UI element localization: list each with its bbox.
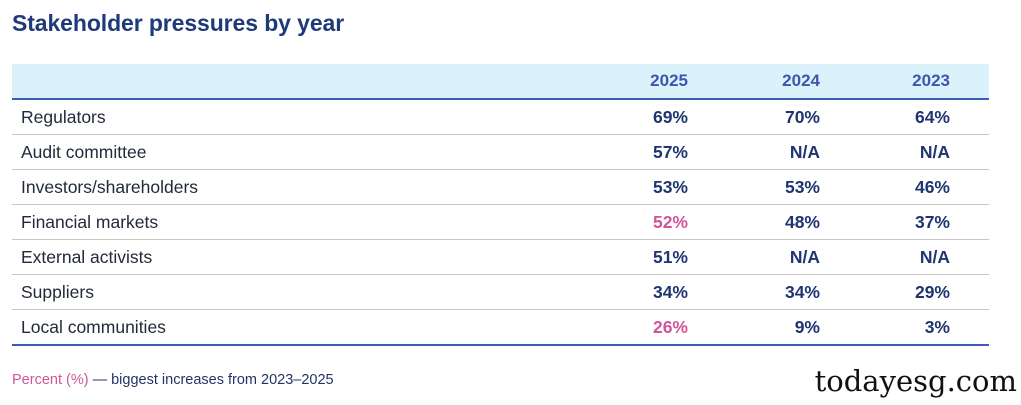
- table-row: Suppliers 34% 34% 29%: [12, 275, 989, 310]
- column-header-2024: 2024: [782, 71, 820, 90]
- legend-note: Percent (%) — biggest increases from 202…: [12, 372, 334, 388]
- row-label: Audit committee: [21, 142, 147, 162]
- cell-2023: 64%: [914, 107, 950, 127]
- row-label: Financial markets: [21, 212, 159, 232]
- cell-2024: 48%: [784, 212, 820, 232]
- legend-highlight-label: Percent (%): [12, 372, 89, 388]
- watermark-logo: todayesg.com: [814, 364, 1017, 398]
- column-header-2023: 2023: [912, 71, 950, 90]
- cell-2024: 53%: [784, 177, 820, 197]
- cell-2023: 37%: [914, 212, 950, 232]
- cell-2023: N/A: [919, 142, 950, 162]
- cell-2023: N/A: [919, 247, 950, 267]
- table-row: Local communities 26% 9% 3%: [12, 310, 989, 346]
- cell-2024: N/A: [789, 142, 820, 162]
- row-label: External activists: [21, 247, 153, 267]
- cell-2024: N/A: [789, 247, 820, 267]
- cell-2024: 70%: [784, 107, 820, 127]
- table-row: Investors/shareholders 53% 53% 46%: [12, 170, 989, 205]
- cell-2025: 57%: [652, 142, 688, 162]
- cell-2024: 9%: [794, 317, 820, 337]
- column-header-2025: 2025: [650, 71, 688, 90]
- table-row: External activists 51% N/A N/A: [12, 240, 989, 275]
- table-row: Financial markets 52% 48% 37%: [12, 205, 989, 240]
- cell-2024: 34%: [784, 282, 820, 302]
- cell-2025: 51%: [652, 247, 688, 267]
- row-label: Local communities: [21, 317, 166, 337]
- row-label: Investors/shareholders: [21, 177, 199, 197]
- cell-2025: 26%: [652, 317, 688, 337]
- cell-2023: 46%: [914, 177, 950, 197]
- row-label: Suppliers: [21, 282, 94, 302]
- cell-2025: 53%: [652, 177, 688, 197]
- cell-2023: 3%: [924, 317, 950, 337]
- cell-2025: 52%: [652, 212, 688, 232]
- stakeholder-pressures-table: 2025 2024 2023 Regulators 69% 70% 64% Au…: [12, 64, 989, 346]
- legend-text: — biggest increases from 2023–2025: [88, 372, 334, 388]
- cell-2025: 34%: [652, 282, 688, 302]
- cell-2025: 69%: [652, 107, 688, 127]
- table-header: 2025 2024 2023: [12, 64, 989, 100]
- table-row: Audit committee 57% N/A N/A: [12, 135, 989, 170]
- table-row: Regulators 69% 70% 64%: [12, 100, 989, 135]
- row-label: Regulators: [21, 107, 106, 127]
- page-title: Stakeholder pressures by year: [12, 10, 345, 36]
- cell-2023: 29%: [914, 282, 950, 302]
